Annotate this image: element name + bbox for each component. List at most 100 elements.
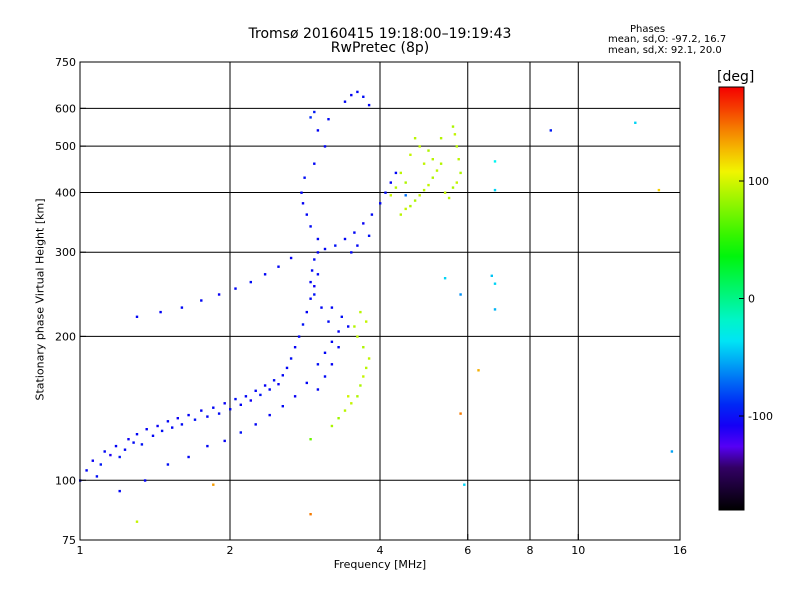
data-point (254, 423, 257, 426)
data-point (453, 133, 457, 136)
data-point (330, 424, 334, 428)
data-point (151, 434, 155, 437)
data-point (310, 269, 314, 272)
data-point (362, 346, 365, 349)
data-point (95, 475, 99, 478)
chart-subtitle: RwPretec (8p) (330, 40, 430, 56)
x-tick-label: 16 (673, 544, 687, 557)
x-tick-label: 4 (377, 544, 384, 557)
data-point (309, 297, 312, 300)
data-point (114, 444, 118, 448)
data-point (123, 448, 127, 451)
data-point (493, 282, 497, 285)
data-point (418, 194, 421, 197)
data-point (422, 162, 426, 165)
data-point (422, 188, 426, 192)
data-point (180, 306, 184, 309)
data-point (293, 346, 297, 349)
data-point (135, 315, 139, 318)
data-point (309, 513, 312, 516)
data-point (327, 118, 330, 121)
data-point (193, 418, 197, 421)
data-point (305, 381, 308, 385)
data-point (239, 431, 242, 434)
data-point (132, 441, 135, 444)
data-point (409, 204, 412, 208)
data-point (313, 110, 316, 114)
data-point (347, 395, 350, 398)
data-point (316, 129, 320, 132)
data-point (389, 194, 392, 197)
x-tick-label: 1 (77, 544, 84, 557)
data-point (457, 158, 460, 161)
data-point (206, 444, 209, 448)
data-point (367, 234, 371, 237)
data-point (362, 222, 365, 225)
data-point (367, 357, 371, 360)
data-point (289, 357, 293, 360)
data-point (118, 489, 121, 493)
data-point (118, 455, 121, 459)
data-point (212, 406, 215, 409)
phases-x-stats: mean, sd,X: 92.1, 20.0 (608, 45, 722, 56)
x-tick-label: 8 (527, 544, 534, 557)
data-point (337, 330, 340, 333)
data-point (337, 346, 340, 349)
data-point (145, 428, 148, 431)
data-point (309, 116, 312, 119)
grid-lines (80, 62, 680, 540)
data-point (176, 417, 179, 420)
data-point (156, 424, 159, 428)
data-point (356, 335, 359, 338)
data-point (285, 366, 289, 370)
data-point (350, 251, 353, 254)
y-tick-label: 200 (55, 330, 76, 343)
x-axis-label: Frequency [MHz] (333, 558, 427, 571)
data-point (389, 181, 392, 184)
y-axis-label: Stationary phase Virtual Height [km] (33, 198, 47, 401)
data-point (297, 335, 301, 338)
data-point (459, 293, 462, 296)
data-point (323, 375, 327, 378)
data-point (171, 426, 174, 429)
data-point (272, 379, 276, 382)
data-point (200, 299, 203, 302)
data-point (143, 479, 147, 482)
data-point (305, 213, 308, 216)
data-point (549, 129, 552, 132)
data-point (490, 274, 493, 277)
data-point (340, 315, 343, 318)
data-point (670, 450, 674, 453)
data-point (217, 412, 221, 415)
data-point (477, 369, 480, 372)
data-point (431, 158, 434, 161)
data-point (439, 137, 443, 140)
data-point (135, 520, 139, 523)
data-point (268, 413, 271, 417)
data-point (404, 207, 407, 211)
data-point (384, 191, 387, 194)
data-point (350, 402, 353, 405)
data-point (455, 145, 458, 148)
data-point (343, 409, 347, 412)
data-point (443, 277, 447, 280)
data-point (350, 93, 353, 97)
data-point (200, 409, 203, 412)
data-point (316, 251, 320, 254)
y-tick-label: 750 (55, 56, 76, 69)
data-point (323, 145, 327, 148)
data-point (394, 186, 398, 189)
data-point (305, 310, 308, 314)
data-point (223, 439, 226, 443)
data-point (356, 90, 359, 94)
data-point (404, 194, 407, 197)
data-point (313, 162, 316, 165)
data-point (301, 323, 305, 326)
phases-heading: Phases (630, 24, 666, 35)
data-point (379, 202, 382, 205)
data-point (435, 169, 439, 172)
data-point (166, 463, 170, 466)
data-point (359, 310, 362, 314)
data-point (353, 325, 356, 328)
data-point (455, 181, 458, 184)
